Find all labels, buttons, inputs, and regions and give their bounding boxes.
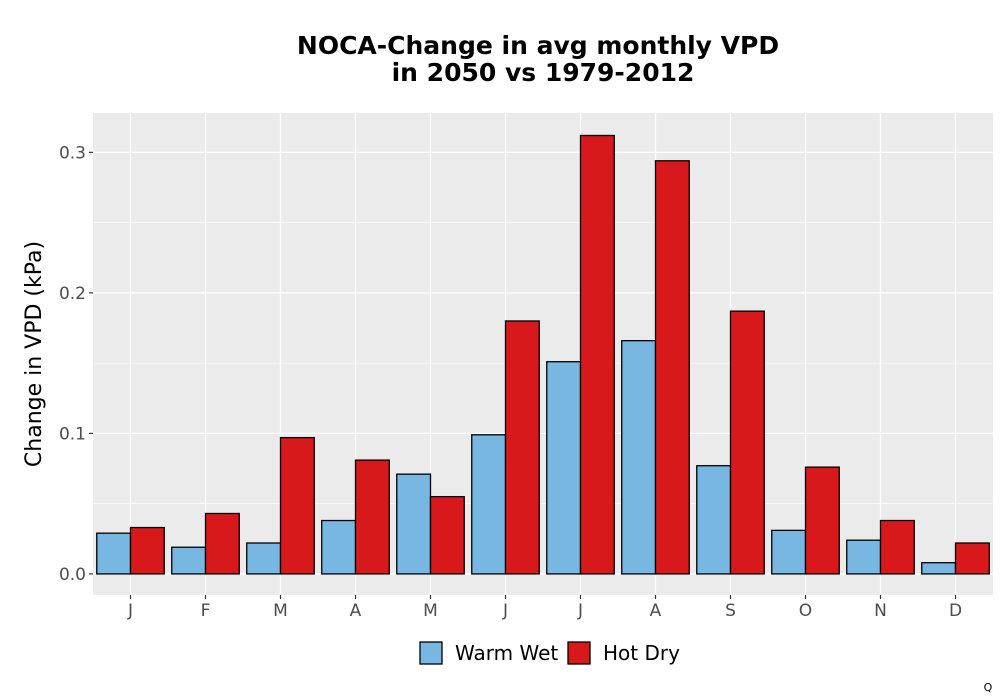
bar-warm-wet (696, 465, 732, 575)
chart-title-line-2: in 2050 vs 1979-2012 (392, 58, 695, 87)
bars-group (96, 134, 990, 575)
bar-hot-dry (204, 512, 240, 575)
x-tick-label: D (949, 601, 962, 621)
x-tick-label: J (127, 601, 133, 621)
bar-hot-dry (504, 320, 540, 575)
x-tick-label: M (273, 601, 288, 621)
legend-label: Hot Dry (603, 641, 680, 665)
x-tick-label: J (577, 601, 583, 621)
y-tick-label: 0.3 (59, 143, 86, 163)
bar-warm-wet (321, 519, 357, 575)
bar-hot-dry (804, 466, 840, 575)
x-tick-label: M (423, 601, 438, 621)
x-tick-label: O (799, 601, 812, 621)
bar-hot-dry (429, 495, 465, 575)
legend-key-hot-dry (567, 641, 591, 665)
chart-title-line-1: NOCA-Change in avg monthly VPD (297, 31, 779, 60)
bar-hot-dry (954, 542, 990, 575)
bar-warm-wet (471, 434, 507, 575)
x-tick-label: A (350, 601, 362, 621)
bar-hot-dry (654, 160, 690, 575)
x-tick-label: F (201, 601, 211, 621)
y-tick-label: 0.1 (59, 424, 86, 444)
x-tick-label: J (502, 601, 508, 621)
y-tick-label: 0.0 (59, 565, 86, 585)
bar-warm-wet (546, 361, 582, 575)
bar-hot-dry (579, 134, 615, 575)
legend-label: Warm Wet (455, 641, 558, 665)
legend: Warm Wet Hot Dry (419, 641, 680, 665)
y-axis: 0.0 0.1 0.2 0.3 (59, 143, 93, 585)
y-tick-label: 0.2 (59, 284, 86, 304)
bar-warm-wet (171, 546, 207, 575)
bar-hot-dry (129, 526, 165, 575)
bar-warm-wet (246, 542, 282, 575)
bar-warm-wet (396, 473, 432, 575)
bar-warm-wet (96, 532, 132, 575)
x-tick-label: S (725, 601, 736, 621)
bar-hot-dry (279, 436, 315, 575)
bar-warm-wet (621, 340, 657, 575)
legend-key-warm-wet (419, 641, 443, 665)
bar-hot-dry (354, 459, 390, 575)
bar-hot-dry (879, 519, 915, 575)
x-tick-label: A (650, 601, 662, 621)
y-axis-label: Change in VPD (kPa) (22, 241, 47, 467)
plot-panel (93, 113, 993, 595)
x-tick-label: N (874, 601, 887, 621)
bar-warm-wet (921, 562, 957, 575)
corner-mark: Q (984, 681, 993, 694)
bar-warm-wet (771, 529, 807, 575)
bar-hot-dry (729, 310, 765, 575)
bar-warm-wet (846, 539, 882, 575)
grid-minor-lines (93, 222, 993, 504)
